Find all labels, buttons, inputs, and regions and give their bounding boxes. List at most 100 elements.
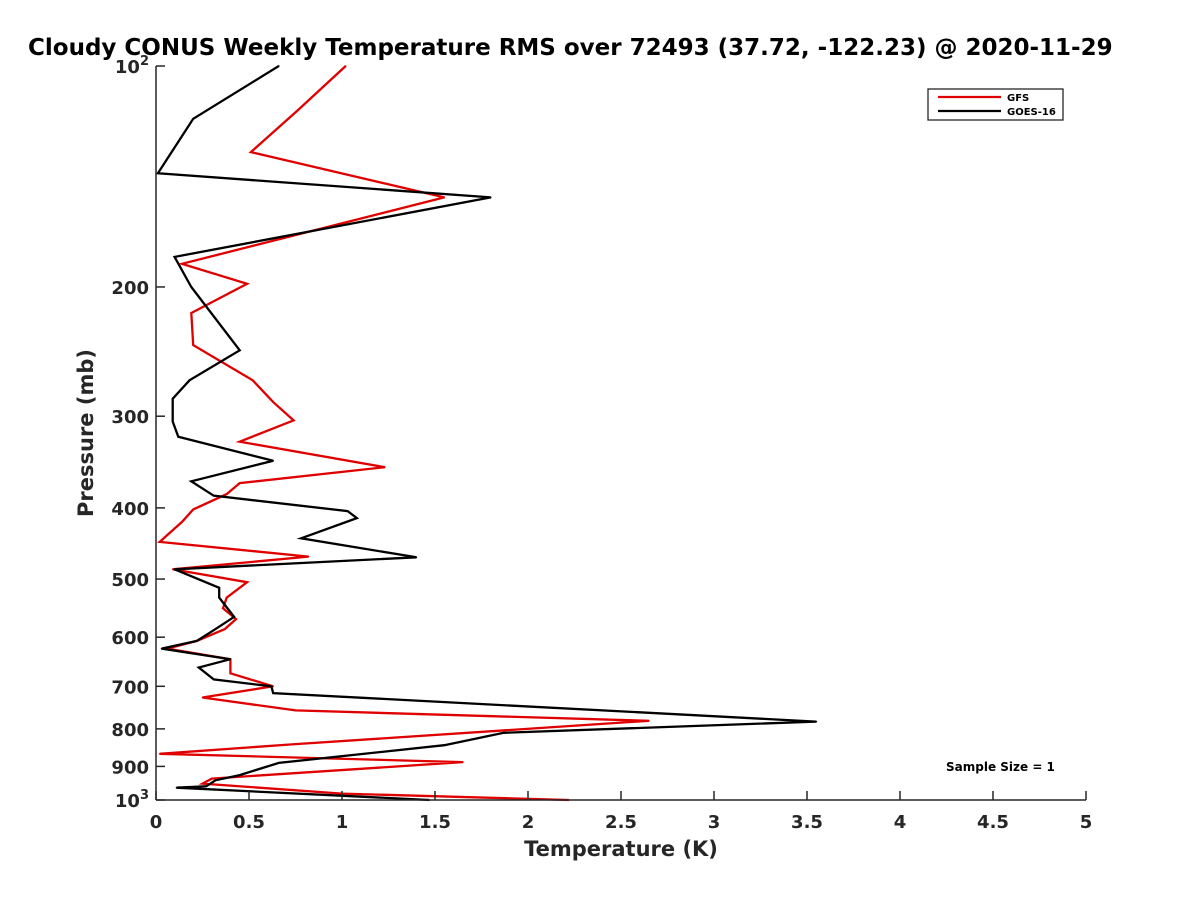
data-point-gfs-17 (158, 541, 161, 543)
data-point-gfs-19 (171, 568, 174, 571)
data-point-goes16-22 (214, 628, 217, 630)
data-point-gfs-24 (224, 628, 226, 630)
legend-label-goes16: GOES-16 (1007, 107, 1056, 118)
x-axis-ticks: 0 0.5 1 1.5 2 2.5 3 3.5 4 4.5 5 (150, 791, 1093, 833)
data-point-gfs-11 (238, 440, 241, 443)
data-point-goes16-37 (175, 786, 178, 789)
data-point-goes16-20 (218, 596, 220, 599)
y-tick-label: 400 (111, 499, 149, 520)
data-point-goes16-16 (300, 537, 302, 540)
data-point-goes16-7 (188, 379, 191, 382)
y-tick-label: 500 (111, 570, 149, 591)
data-point-goes16-8 (171, 397, 174, 400)
sample-size-annotation: Sample Size = 1 (946, 760, 1055, 774)
data-point-gfs-10 (292, 419, 295, 422)
x-tick-label: 0.5 (233, 812, 265, 833)
x-tick-label: 5 (1080, 812, 1093, 833)
data-point-goes16-14 (346, 510, 349, 512)
data-point-goes16-11 (272, 460, 275, 462)
series-line-gfs (156, 65, 649, 802)
chart-title: Cloudy CONUS Weekly Temperature RMS over… (28, 35, 1113, 61)
data-point-goes16-36 (205, 785, 207, 788)
data-point-goes16-19 (218, 587, 220, 589)
x-axis-label: Temperature (K) (524, 837, 718, 861)
data-point-goes16-12 (190, 480, 193, 483)
y-tick-label: 800 (111, 720, 149, 741)
data-point-goes16-13 (212, 494, 215, 497)
data-point-gfs-30 (201, 696, 204, 699)
y-tick-label: 300 (111, 407, 149, 428)
data-point-goes16-3 (490, 196, 492, 199)
plot-series (155, 65, 818, 802)
data-point-gfs-33 (291, 743, 293, 746)
y-axis-label: Pressure (mb) (74, 349, 98, 517)
data-point-gfs-1 (296, 109, 299, 112)
data-point-gfs-12 (384, 466, 386, 469)
x-tick-label: 1.5 (419, 812, 451, 833)
x-tick-label: 2.5 (605, 812, 637, 833)
data-point-goes16-31 (503, 732, 505, 734)
data-point-goes16-6 (238, 349, 241, 352)
data-point-goes16-32 (443, 744, 446, 746)
y-tick-label: 600 (111, 628, 149, 649)
data-point-goes16-35 (214, 779, 217, 782)
data-point-gfs-20 (246, 581, 248, 583)
data-point-goes16-28 (270, 685, 273, 688)
data-point-gfs-31 (294, 709, 297, 712)
data-point-gfs-13 (238, 482, 241, 484)
data-point-gfs-16 (181, 521, 183, 523)
data-point-gfs-5 (246, 283, 248, 285)
data-point-goes16-1 (192, 118, 194, 120)
data-point-gfs-14 (225, 493, 228, 495)
data-point-gfs-21 (225, 596, 228, 599)
data-point-gfs-36 (211, 777, 213, 780)
data-point-goes16-26 (198, 666, 200, 669)
data-point-goes16-29 (272, 692, 275, 694)
y-tick-label: 103 (115, 788, 149, 812)
data-point-gfs-4 (181, 263, 183, 265)
data-point-goes16-0 (278, 65, 280, 67)
data-point-gfs-7 (192, 344, 194, 346)
data-point-goes16-30 (815, 720, 818, 723)
data-point-gfs-32 (648, 720, 650, 722)
x-tick-label: 3 (708, 812, 721, 833)
y-tick-label: 700 (111, 677, 149, 698)
data-point-gfs-37 (201, 782, 204, 785)
x-tick-label: 2 (522, 812, 535, 833)
data-point-gfs-8 (251, 379, 254, 382)
data-point-gfs-35 (462, 761, 464, 763)
x-tick-label: 0 (150, 812, 163, 833)
data-point-gfs-3 (443, 196, 446, 199)
data-point-goes16-17 (415, 556, 418, 559)
data-point-gfs-2 (250, 151, 252, 153)
data-point-gfs-29 (272, 685, 275, 688)
data-point-gfs-15 (192, 508, 194, 511)
data-point-gfs-9 (272, 401, 275, 403)
data-point-gfs-0 (344, 65, 347, 67)
data-point-goes16-34 (238, 774, 241, 776)
y-tick-label: 900 (111, 757, 149, 778)
data-point-goes16-5 (190, 286, 193, 288)
data-point-gfs-22 (222, 607, 224, 610)
data-point-gfs-18 (307, 555, 310, 558)
data-point-goes16-23 (196, 640, 198, 642)
data-point-goes16-18 (173, 568, 176, 571)
y-tick-label: 200 (111, 278, 149, 299)
data-point-gfs-23 (235, 618, 237, 620)
legend: GFS GOES-16 (927, 88, 1064, 121)
data-point-gfs-34 (158, 753, 161, 755)
data-point-goes16-25 (229, 658, 232, 660)
x-tick-label: 4 (894, 812, 907, 833)
data-point-goes16-10 (177, 436, 180, 438)
data-point-goes16-27 (212, 678, 215, 681)
x-tick-label: 1 (336, 812, 349, 833)
data-point-goes16-15 (356, 517, 358, 519)
data-point-goes16-9 (171, 420, 174, 423)
data-point-goes16-21 (233, 616, 235, 618)
data-point-goes16-2 (157, 172, 159, 175)
data-point-gfs-6 (190, 312, 193, 314)
y-tick-label: 102 (115, 54, 149, 78)
data-point-goes16-24 (160, 647, 163, 650)
x-tick-label: 4.5 (977, 812, 1009, 833)
